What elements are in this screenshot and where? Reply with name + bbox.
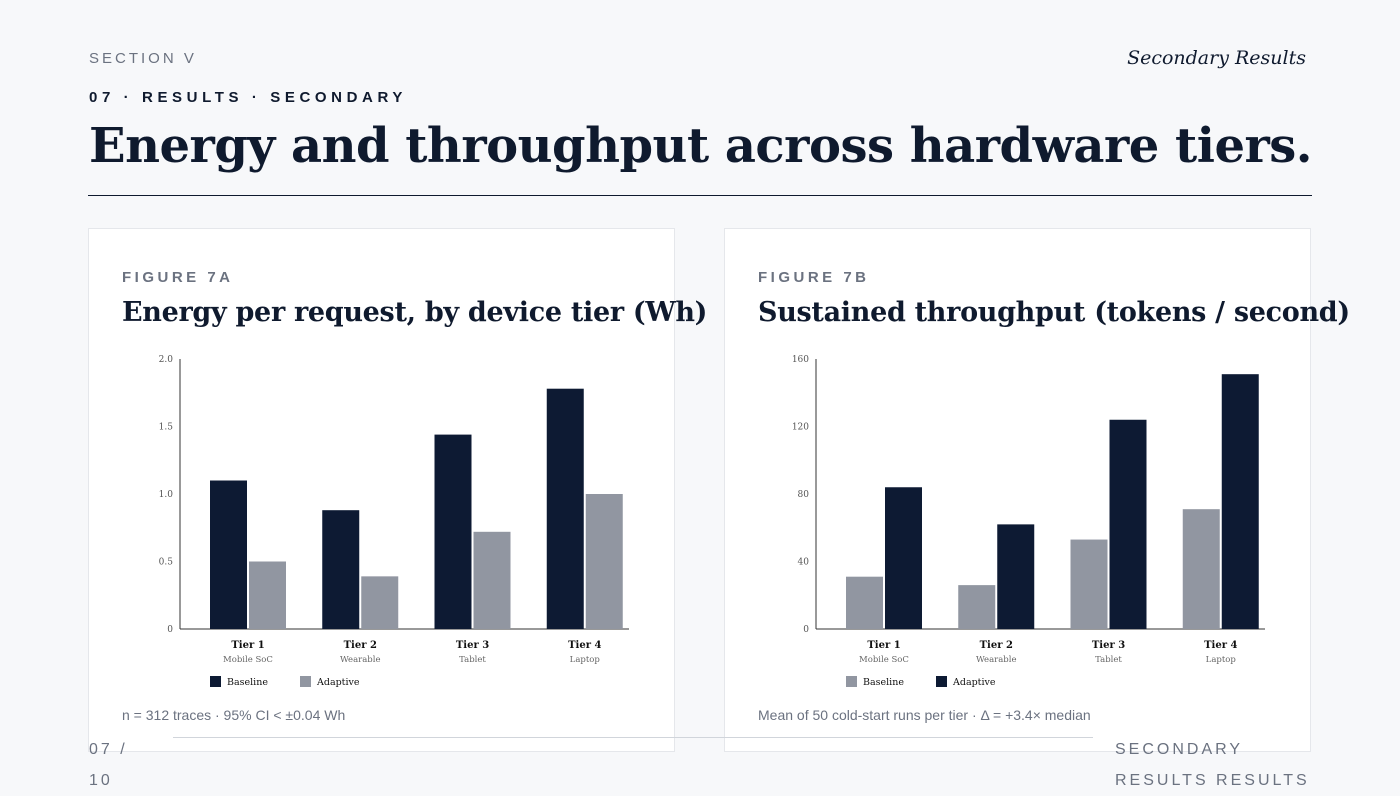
title-divider (88, 195, 1312, 196)
x-tick-sublabel: Tablet (459, 655, 486, 665)
bar (997, 524, 1035, 629)
y-tick-label: 0 (167, 625, 173, 635)
y-tick-label: 160 (792, 355, 809, 365)
footer-divider (173, 737, 1093, 738)
y-tick-label: 0.5 (159, 558, 174, 568)
x-tick-sublabel: Laptop (570, 655, 601, 665)
legend-label: Adaptive (316, 677, 360, 688)
bar (546, 388, 584, 629)
x-tick-label: Tier 4 (568, 640, 601, 651)
x-tick-sublabel: Tablet (1095, 655, 1122, 665)
x-tick-sublabel: Wearable (340, 655, 380, 665)
bar (249, 561, 286, 629)
slide-kicker: 07 · RESULTS · SECONDARY (89, 89, 407, 106)
bar (1221, 374, 1259, 629)
bar (473, 531, 511, 629)
figure-label: FIGURE 7A (122, 269, 234, 286)
y-tick-label: 0 (803, 625, 809, 635)
x-tick-sublabel: Mobile SoC (223, 655, 273, 665)
bar (1109, 419, 1147, 629)
legend-swatch (936, 676, 947, 687)
y-tick-label: 1.0 (159, 490, 174, 500)
legend-label: Baseline (227, 677, 268, 688)
page-title: Energy and throughput across hardware ti… (89, 118, 1313, 174)
x-tick-sublabel: Wearable (976, 655, 1016, 665)
bar (361, 576, 399, 629)
figure-7b-card: FIGURE 7B Sustained throughput (tokens /… (724, 228, 1350, 752)
figure-note: Mean of 50 cold-start runs per tier · Δ … (758, 707, 1091, 723)
x-tick-label: Tier 2 (980, 640, 1013, 651)
x-tick-label: Tier 4 (1204, 640, 1237, 651)
bar (1070, 539, 1108, 629)
x-tick-label: Tier 1 (231, 640, 264, 651)
footer-section: SECONDARY RESULTS RESULTS (1115, 741, 1310, 789)
x-tick-label: Tier 3 (1092, 640, 1125, 651)
x-tick-sublabel: Mobile SoC (859, 655, 909, 665)
bar (1182, 509, 1220, 629)
figure-note: n = 312 traces · 95% CI < ±0.04 Wh (122, 707, 346, 723)
legend-swatch (300, 676, 311, 687)
y-tick-label: 80 (798, 490, 810, 500)
y-tick-label: 2.0 (159, 355, 174, 365)
y-tick-label: 1.5 (159, 423, 174, 433)
bar (585, 494, 623, 629)
figure-label: FIGURE 7B (758, 269, 870, 286)
energy-bar-chart: 0 0.5 1.0 1.5 2.0 Tier 1 Mobile SoC Tier 2 Weara… (159, 355, 629, 688)
bar (846, 576, 883, 629)
y-tick-label: 120 (792, 423, 809, 433)
header-section-title: Secondary Results (1127, 47, 1306, 69)
throughput-bar-chart: 0 40 80 120 160 Tier 1 Mobile SoC Tier 2 Wearabl… (792, 355, 1265, 688)
legend-swatch (210, 676, 221, 687)
bar (958, 585, 996, 629)
bar (434, 434, 472, 629)
bar (210, 480, 247, 629)
legend-swatch (846, 676, 857, 687)
figure-title: Energy per request, by device tier (Wh) (122, 297, 708, 328)
bar (885, 487, 922, 629)
figure-7a-card: FIGURE 7A Energy per request, by device … (88, 228, 707, 752)
legend-label: Adaptive (952, 677, 996, 688)
figure-title: Sustained throughput (tokens / second) (758, 297, 1350, 328)
legend-label: Baseline (863, 677, 904, 688)
page-number: 07 / 10 (89, 741, 128, 789)
bar (322, 510, 360, 629)
x-tick-label: Tier 3 (456, 640, 489, 651)
x-tick-label: Tier 2 (344, 640, 377, 651)
x-tick-sublabel: Laptop (1206, 655, 1237, 665)
section-label: SECTION V (89, 50, 197, 67)
x-tick-label: Tier 1 (867, 640, 900, 651)
y-tick-label: 40 (798, 558, 810, 568)
